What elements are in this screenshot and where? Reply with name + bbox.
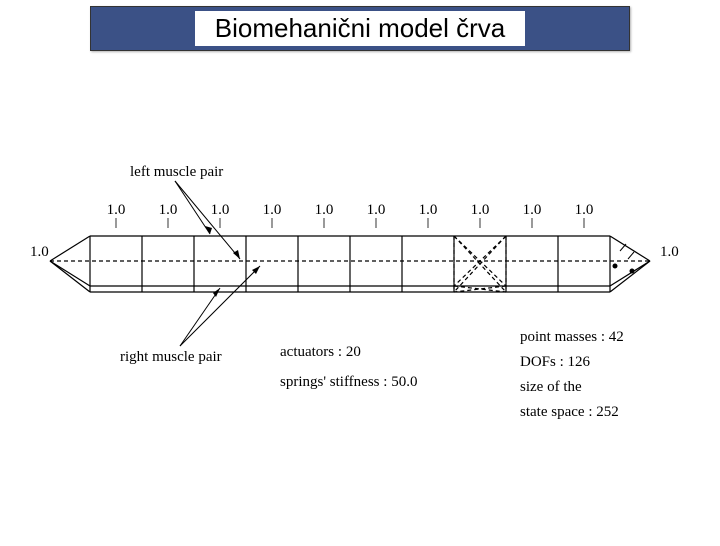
- svg-text:1.0: 1.0: [315, 202, 334, 218]
- svg-text:1.0: 1.0: [523, 202, 542, 218]
- right-tip-value: 1.0: [660, 244, 679, 260]
- arrow-line: [175, 181, 210, 234]
- left-tip-value: 1.0: [30, 244, 49, 260]
- right-muscle-label: right muscle pair: [120, 349, 222, 365]
- state-space-stat: state space : 252: [520, 404, 619, 420]
- svg-text:1.0: 1.0: [575, 202, 594, 218]
- svg-text:1.0: 1.0: [211, 202, 230, 218]
- svg-text:1.0: 1.0: [107, 202, 126, 218]
- tick: [628, 252, 634, 259]
- arrow-line: [180, 266, 260, 346]
- dot: [630, 269, 635, 274]
- worm-diagram: 1.0 1.0 1.0 1.0 1.0 1.0 1.0 1.0 1.0 1.0 left musc…: [20, 146, 700, 451]
- tick: [620, 244, 626, 251]
- slide-title: Biomehanični model črva: [195, 11, 525, 46]
- svg-text:1.0: 1.0: [471, 202, 490, 218]
- actuators-stat: actuators : 20: [280, 344, 361, 360]
- dofs-stat: DOFs : 126: [520, 354, 591, 370]
- left-muscle-label: left muscle pair: [130, 164, 223, 180]
- state-space-label1: size of the: [520, 379, 582, 395]
- arrow-line: [180, 288, 220, 346]
- arrow-line: [175, 181, 240, 259]
- svg-text:1.0: 1.0: [419, 202, 438, 218]
- svg-text:1.0: 1.0: [367, 202, 386, 218]
- svg-text:1.0: 1.0: [263, 202, 282, 218]
- point-masses-stat: point masses : 42: [520, 329, 624, 345]
- springs-stat: springs' stiffness : 50.0: [280, 374, 417, 390]
- svg-text:1.0: 1.0: [159, 202, 178, 218]
- arrow-head: [205, 226, 212, 234]
- title-bar: Biomehanični model črva: [90, 6, 630, 51]
- dot: [613, 264, 618, 269]
